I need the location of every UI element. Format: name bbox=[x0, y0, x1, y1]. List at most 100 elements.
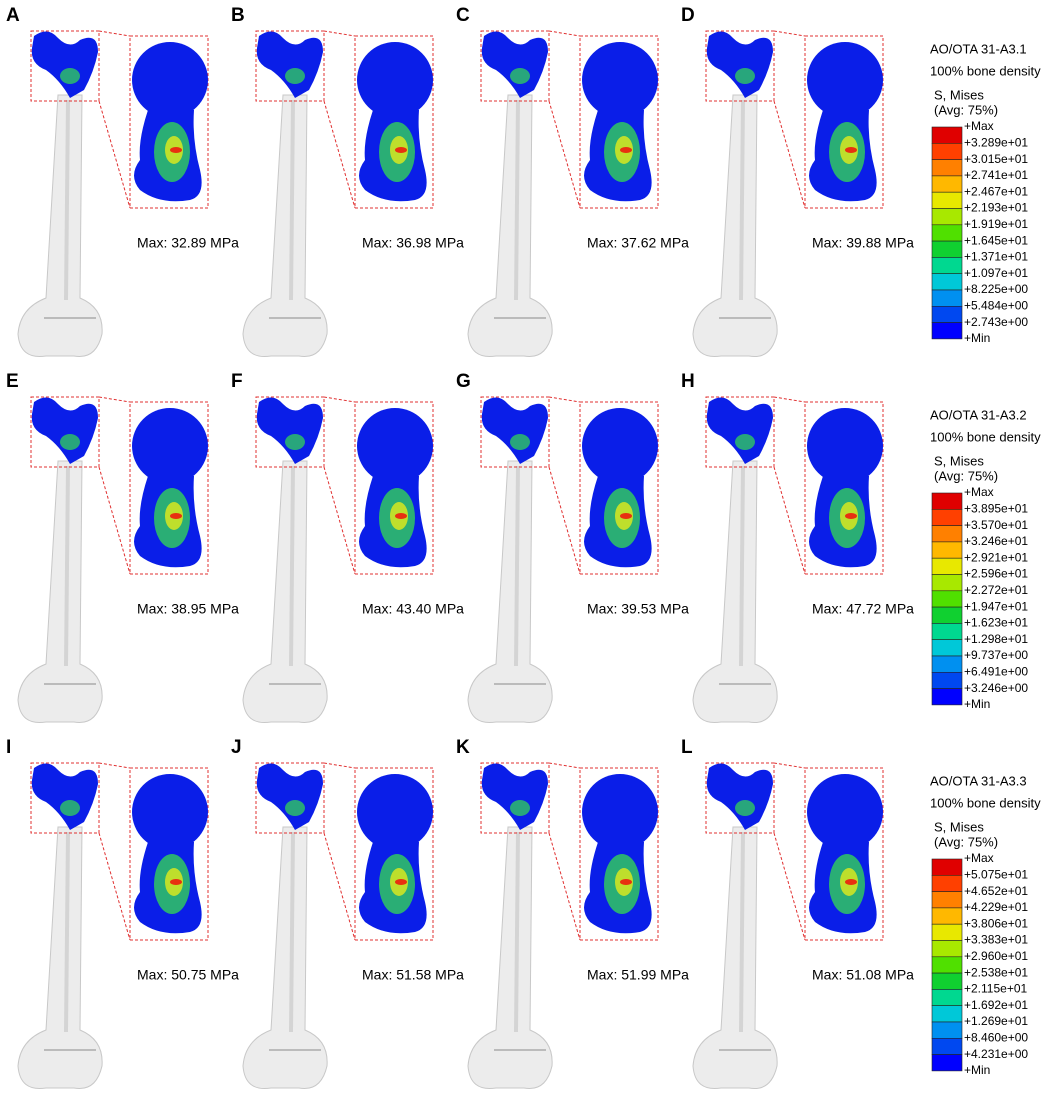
zoom-link bbox=[548, 832, 581, 941]
legend-entry: +2.960e+01 bbox=[964, 949, 1028, 963]
zoom-link bbox=[98, 762, 131, 769]
femur-canal bbox=[514, 465, 520, 667]
legend-swatch bbox=[931, 972, 963, 990]
legend-entry: +3.246e+01 bbox=[964, 534, 1028, 548]
head-large bbox=[357, 42, 433, 118]
stress-peak bbox=[845, 147, 857, 153]
zoom-box-small bbox=[705, 30, 775, 102]
legend-entry: +9.737e+00 bbox=[964, 648, 1028, 662]
legend-entry: +Max bbox=[964, 119, 994, 133]
zoom-link bbox=[323, 466, 356, 575]
legend-entry: +4.231e+00 bbox=[964, 1047, 1028, 1061]
legend-averaging: (Avg: 75%) bbox=[934, 468, 998, 483]
max-label: Max: 39.88 MPa bbox=[812, 235, 914, 251]
legend-swatch bbox=[931, 191, 963, 209]
stress-small bbox=[735, 434, 755, 450]
max-label: Max: 47.72 MPa bbox=[812, 601, 914, 617]
legend: AO/OTA 31-A3.3 100% bone density S, Mises(… bbox=[930, 773, 1041, 1077]
stress-small bbox=[510, 434, 530, 450]
panel: J Max: 51.58 MPa bbox=[231, 737, 464, 1090]
stress-small bbox=[60, 68, 80, 84]
zoom-link bbox=[548, 396, 581, 403]
legend-entry: +3.570e+01 bbox=[964, 518, 1028, 532]
legend-entry: +2.272e+01 bbox=[964, 583, 1028, 597]
head-small bbox=[256, 763, 323, 830]
stress-peak bbox=[620, 513, 632, 519]
zoom-link bbox=[773, 832, 806, 941]
legend-swatch bbox=[931, 541, 963, 559]
legend-entry: +3.289e+01 bbox=[964, 135, 1028, 149]
legend-entry: +3.806e+01 bbox=[964, 916, 1028, 930]
stress-small bbox=[510, 800, 530, 816]
legend-swatch bbox=[931, 639, 963, 657]
zoom-link bbox=[548, 762, 581, 769]
legend-swatch bbox=[931, 1054, 963, 1072]
legend-swatch bbox=[931, 557, 963, 575]
legend-averaging: (Avg: 75%) bbox=[934, 102, 998, 117]
legend: AO/OTA 31-A3.2 100% bone density S, Mises(… bbox=[930, 407, 1041, 711]
stress-peak bbox=[845, 879, 857, 885]
legend-entry: +4.652e+01 bbox=[964, 884, 1028, 898]
legend-swatch bbox=[931, 989, 963, 1006]
zoom-link bbox=[323, 30, 356, 37]
head-large bbox=[357, 408, 433, 484]
panel-letter: H bbox=[681, 371, 695, 392]
legend-swatch bbox=[931, 525, 963, 543]
legend-swatch bbox=[931, 305, 963, 323]
femur-canal bbox=[514, 831, 520, 1033]
femur bbox=[242, 94, 328, 358]
femur-canal bbox=[739, 99, 745, 301]
stress-small bbox=[285, 800, 305, 816]
max-label: Max: 50.75 MPa bbox=[137, 967, 239, 983]
legend-swatch bbox=[931, 923, 963, 941]
legend-entry: +8.460e+00 bbox=[964, 1030, 1028, 1044]
femur-canal bbox=[64, 99, 70, 301]
legend-entry: +3.015e+01 bbox=[964, 152, 1028, 166]
zoom-link bbox=[773, 100, 806, 209]
legend-swatch bbox=[931, 322, 963, 340]
panel: D Max: 39.88 MPa bbox=[681, 5, 914, 358]
femur bbox=[17, 94, 103, 358]
max-label: Max: 51.08 MPa bbox=[812, 967, 914, 983]
legend-entry: +5.484e+00 bbox=[964, 298, 1028, 312]
legend-entry: +2.741e+01 bbox=[964, 168, 1028, 182]
femur bbox=[467, 94, 553, 358]
zoom-link bbox=[98, 466, 131, 575]
legend-entry: +1.097e+01 bbox=[964, 266, 1028, 280]
legend-entry: +8.225e+00 bbox=[964, 282, 1028, 296]
legend-swatch bbox=[931, 606, 963, 624]
legend: AO/OTA 31-A3.1 100% bone density S, Mises(… bbox=[930, 41, 1041, 345]
femur bbox=[692, 826, 778, 1090]
head-small bbox=[706, 763, 773, 830]
zoom-box-small bbox=[255, 762, 325, 834]
zoom-link bbox=[773, 466, 806, 575]
head-small bbox=[256, 31, 323, 99]
panel-letter: I bbox=[6, 737, 11, 758]
stress-peak bbox=[170, 147, 182, 153]
legend-variable: S, Mises bbox=[934, 819, 984, 834]
femur bbox=[17, 460, 103, 724]
panel: H Max: 47.72 MPa bbox=[681, 371, 914, 724]
zoom-box-small bbox=[30, 30, 100, 102]
femur-canal bbox=[739, 831, 745, 1033]
femur bbox=[17, 826, 103, 1090]
zoom-link bbox=[323, 100, 356, 209]
stress-peak bbox=[395, 147, 407, 153]
femur-canal bbox=[289, 465, 295, 667]
zoom-link bbox=[98, 30, 131, 37]
panel-letter: L bbox=[681, 737, 693, 758]
head-large bbox=[807, 408, 883, 484]
zoom-box-small bbox=[480, 30, 550, 102]
legend-swatch bbox=[931, 623, 963, 640]
legend-swatch bbox=[931, 509, 963, 526]
legend-entry: +2.596e+01 bbox=[964, 567, 1028, 581]
zoom-box-small bbox=[255, 30, 325, 102]
legend-title: AO/OTA 31-A3.2 bbox=[930, 407, 1027, 422]
legend-title: AO/OTA 31-A3.3 bbox=[930, 773, 1027, 788]
legend-entry: +3.383e+01 bbox=[964, 933, 1028, 947]
zoom-link bbox=[98, 832, 131, 941]
legend-entry: +1.298e+01 bbox=[964, 632, 1028, 646]
legend-swatch bbox=[931, 143, 963, 160]
